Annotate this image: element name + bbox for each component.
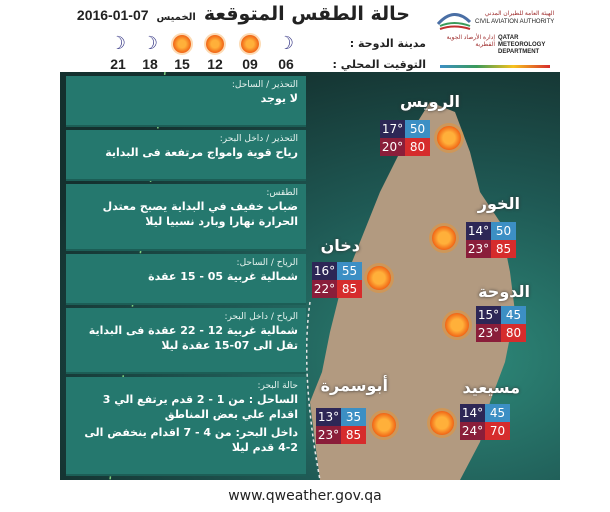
city-label: مدينة الدوحة : <box>349 37 426 50</box>
sun-icon <box>367 266 391 290</box>
sun-icon <box>170 32 194 56</box>
city-name: دخان <box>320 236 360 255</box>
max-humidity: 85 <box>337 280 362 298</box>
max-temp: 24° <box>460 422 485 440</box>
panel-text: شمالية غربية 05 - 15 عقدة <box>148 269 298 283</box>
panel-text: ضباب خفيف في البداية يصبح معتدل الحرارة … <box>102 200 298 229</box>
info-panel: الرياح / داخل البحر: شمالية غربية 12 - 22… <box>66 307 306 374</box>
moon-icon: ☽ <box>109 33 127 54</box>
info-panels: التحذير / الساحل: لا يوجد التحذير / داخل ا… <box>66 76 306 477</box>
forecast-hour: 15 <box>174 56 190 72</box>
min-humidity: 35 <box>341 408 366 426</box>
city-forecast-badge: 13° 35 23° 85 <box>316 408 366 444</box>
max-humidity: 80 <box>405 138 430 156</box>
city-name: الرويس <box>399 92 460 111</box>
sun-icon <box>430 411 454 435</box>
panel-text: رياح قوية وامواج مرتفعة فى البداية <box>105 146 298 160</box>
panel-heading: الطقس: <box>266 188 298 199</box>
info-panel: الرياح / الساحل: شمالية غربية 05 - 15 عقد… <box>66 253 306 305</box>
info-panel: التحذير / الساحل: لا يوجد <box>66 76 306 128</box>
logo: الهيئة العامة للطيران المدني CIVIL AVIAT… <box>436 6 560 68</box>
city-name: أبوسمرة <box>320 376 388 395</box>
city-forecast-badge: 16° 55 22° 85 <box>312 262 362 298</box>
info-panel: حالة البحر: الساحل : من 1 - 2 قدم يرتفع ا… <box>66 376 306 477</box>
max-temp: 23° <box>316 426 341 444</box>
moon-icon: ☽ <box>277 33 295 54</box>
max-humidity: 70 <box>485 422 510 440</box>
min-humidity: 55 <box>337 262 362 280</box>
panel-text: لا يوجد <box>260 92 298 105</box>
website-link[interactable]: www.qweather.gov.qa <box>228 488 382 504</box>
time-label: التوقيت المحلي : <box>332 58 426 71</box>
moon-icon: ☽ <box>141 33 159 54</box>
max-humidity: 80 <box>501 324 526 342</box>
panel-heading: الرياح / داخل البحر: <box>224 311 298 322</box>
min-temp: 14° <box>460 404 485 422</box>
info-panel: التحذير / داخل البحر: رياح قوية وامواج مر… <box>66 130 306 182</box>
panel-text: شمالية غربية 12 - 22 عقدة فى البداية تقل… <box>88 323 298 352</box>
min-humidity: 45 <box>485 404 510 422</box>
caa-name-en: CIVIL AVIATION AUTHORITY <box>475 18 555 25</box>
panel-heading: الرياح / الساحل: <box>236 257 298 268</box>
forecast-hour: 06 <box>278 56 294 72</box>
max-temp: 22° <box>312 280 337 298</box>
caa-name-ar: الهيئة العامة للطيران المدني <box>484 10 555 17</box>
qmd-name-ar: إدارة الأرصاد الجوية القطرية <box>446 35 495 48</box>
sun-icon <box>437 126 461 150</box>
panel-text-2: داخل البحر: من 4 - 7 اقدام ينخفض الى 2-4… <box>84 425 298 454</box>
sun-icon <box>203 32 227 56</box>
min-temp: 17° <box>380 120 405 138</box>
logo-stripe <box>440 65 550 68</box>
panel-text: الساحل : من 1 - 2 قدم يرتفع الي 3 اقدام … <box>102 392 298 421</box>
sun-icon <box>238 32 262 56</box>
forecast-hour: 12 <box>207 56 223 72</box>
forecast-hour: 09 <box>242 56 258 72</box>
weather-map: التحذير / الساحل: لا يوجد التحذير / داخل ا… <box>60 72 560 480</box>
qmd-name-en: QATAR METEOROLOGY DEPARTMENT <box>498 35 546 55</box>
date-label: 2016-01-07 <box>76 7 149 23</box>
sun-icon <box>445 313 469 337</box>
min-temp: 16° <box>312 262 337 280</box>
city-name: مسيعيد <box>462 378 520 397</box>
header-title-row: 2016-01-07 الخميس حالة الطقس المتوقعة <box>70 3 410 25</box>
sun-icon <box>432 226 456 250</box>
min-temp: 14° <box>466 222 491 240</box>
city-forecast-badge: 14° 50 23° 85 <box>466 222 516 258</box>
day-label: الخميس <box>156 12 196 23</box>
city-name: الخور <box>477 194 520 213</box>
min-humidity: 50 <box>491 222 516 240</box>
forecast-hour: 21 <box>110 56 126 72</box>
forecast-hour: 18 <box>142 56 158 72</box>
max-temp: 23° <box>476 324 501 342</box>
panel-heading: حالة البحر: <box>257 380 299 391</box>
min-temp: 13° <box>316 408 341 426</box>
panel-heading: التحذير / داخل البحر: <box>219 134 298 145</box>
page-title: حالة الطقس المتوقعة <box>203 3 410 25</box>
max-temp: 23° <box>466 240 491 258</box>
city-forecast-badge: 17° 50 20° 80 <box>380 120 430 156</box>
info-panel: الطقس: ضباب خفيف في البداية يصبح معتدل ال… <box>66 184 306 251</box>
min-humidity: 45 <box>501 306 526 324</box>
max-humidity: 85 <box>341 426 366 444</box>
caa-logo-icon <box>436 13 472 30</box>
panel-heading: التحذير / الساحل: <box>231 80 298 90</box>
city-forecast-badge: 14° 45 24° 70 <box>460 404 510 440</box>
min-humidity: 50 <box>405 120 430 138</box>
city-forecast-badge: 15° 45 23° 80 <box>476 306 526 342</box>
city-name: الدوحة <box>478 282 530 301</box>
sun-icon <box>372 413 396 437</box>
max-humidity: 85 <box>491 240 516 258</box>
min-temp: 15° <box>476 306 501 324</box>
max-temp: 20° <box>380 138 405 156</box>
